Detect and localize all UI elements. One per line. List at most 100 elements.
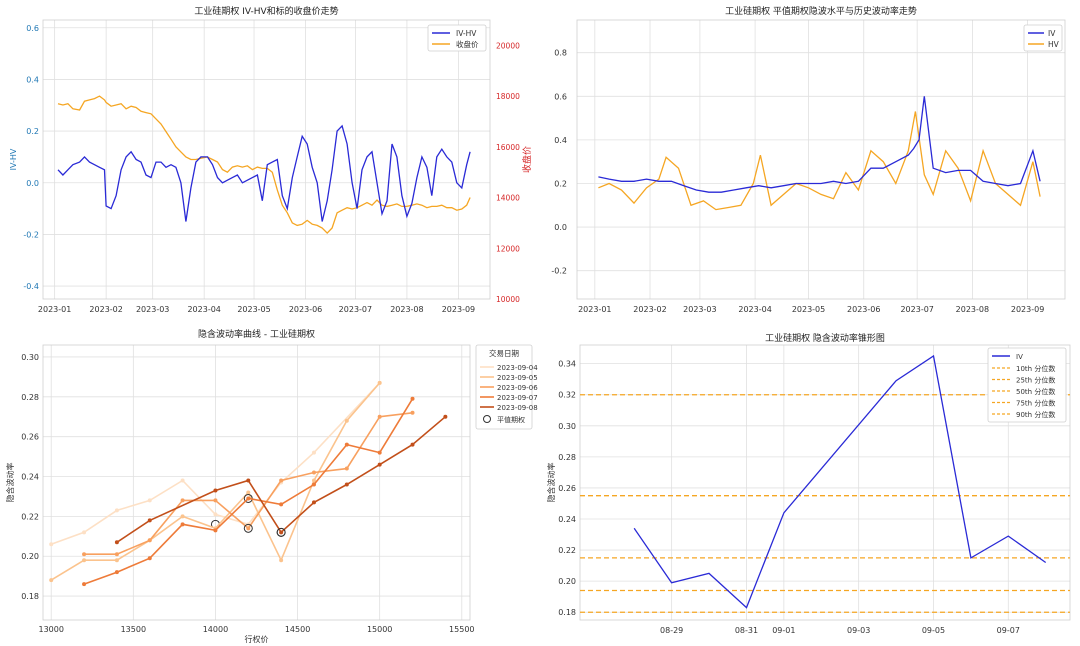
y-tick-label: 0.22 [558, 546, 576, 555]
data-point [377, 414, 382, 419]
legend-label-percentile: 90th 分位数 [1016, 410, 1055, 419]
x-tick-label: 08-31 [735, 626, 758, 635]
legend-label-iv-hv: IV-HV [456, 29, 477, 38]
x-tick-label: 09-05 [922, 626, 945, 635]
y-tick-label: 0.0 [26, 179, 39, 188]
y2-tick-label: 12000 [496, 244, 520, 253]
data-point [213, 528, 218, 533]
legend-atm-marker [483, 415, 491, 423]
y2-tick-label: 16000 [496, 143, 520, 152]
data-point [279, 530, 284, 535]
legend: 交易日期 2023-09-04 2023-09-05 2023-09-06 2023-0… [475, 344, 538, 430]
y-tick-label: 0.2 [554, 179, 567, 188]
y-tick-label: -0.4 [23, 282, 39, 291]
data-point [82, 530, 87, 535]
y2-axis-label: 收盘价 [521, 146, 533, 173]
y2-tick-label: 14000 [496, 194, 520, 203]
data-point [311, 482, 316, 487]
y-tick-label: 0.18 [21, 592, 39, 601]
x-tick-label: 2023-08 [956, 305, 989, 314]
data-point [114, 540, 119, 545]
data-point [82, 582, 87, 587]
data-point [410, 396, 415, 401]
data-point [410, 410, 415, 415]
chart-iv-smile: 13000 13500 14000 14500 15000 15500 0.18 0.20 0.… [5, 328, 538, 644]
data-point [246, 490, 251, 495]
data-point [147, 538, 152, 543]
x-tick-label: 14000 [203, 625, 228, 634]
data-point [344, 466, 349, 471]
x-tick-label: 15000 [367, 625, 392, 634]
x-tick-label: 2023-02 [633, 305, 666, 314]
data-point [279, 478, 284, 483]
plot-frame [42, 19, 491, 300]
y-tick-label: 0.26 [21, 433, 39, 442]
data-point [246, 496, 251, 501]
x-tick-label: 14500 [285, 625, 310, 634]
data-point [49, 578, 54, 583]
y-tick-label: 0.18 [558, 608, 576, 617]
y-axis-label: 隐含波动率 [546, 463, 556, 503]
x-tick-label: 2023-01 [38, 305, 71, 314]
data-point [344, 418, 349, 423]
y-tick-label: -0.2 [23, 230, 39, 239]
data-point [377, 462, 382, 467]
legend-label: 2023-09-08 [497, 404, 538, 412]
y-axis-label: IV-HV [9, 148, 18, 170]
data-point [311, 500, 316, 505]
x-tick-label: 2023-01 [578, 305, 611, 314]
data-point [114, 558, 119, 563]
data-point [279, 558, 284, 563]
data-point [410, 442, 415, 447]
y-tick-label: 0.6 [554, 92, 567, 101]
y-tick-label: -0.2 [551, 267, 567, 276]
y-axis-label: 隐含波动率 [5, 463, 15, 503]
legend-label-close: 收盘价 [456, 39, 479, 49]
atm-marker [243, 523, 253, 533]
data-point [114, 552, 119, 557]
x-tick-label: 13000 [38, 625, 63, 634]
legend-label-percentile: 50th 分位数 [1016, 387, 1055, 396]
series-2023-09-06 [82, 410, 415, 557]
y-tick-label: 0.20 [21, 552, 39, 561]
series-line-iv [598, 96, 1041, 193]
y-tick-label: 0.20 [558, 577, 576, 586]
data-point [279, 502, 284, 507]
x-tick-label: 2023-04 [738, 305, 771, 314]
y-tick-label: 0.26 [558, 484, 576, 493]
data-point [82, 558, 87, 563]
y-tick-label: 0.22 [21, 512, 39, 521]
y-tick-label: 0.0 [554, 223, 567, 232]
x-tick-label: 08-29 [660, 626, 683, 635]
data-point [246, 478, 251, 483]
data-point [246, 526, 251, 531]
x-tick-label: 2023-09 [1011, 305, 1044, 314]
data-point [443, 414, 448, 419]
y-tick-label: 0.8 [554, 49, 567, 58]
series-line-iv [633, 354, 1047, 609]
data-point [311, 450, 316, 455]
data-point [114, 508, 119, 513]
x-tick-label: 2023-06 [847, 305, 880, 314]
data-point [213, 488, 218, 493]
data-point [147, 518, 152, 523]
chart-title: 工业硅期权 平值期权隐波水平与历史波动率走势 [725, 5, 917, 17]
legend-label-hv: HV [1048, 40, 1060, 49]
data-point [377, 380, 382, 385]
chart-iv-cone: 08-29 08-31 09-01 09-03 09-05 09-07 0.18 0.20 0.… [546, 332, 1071, 635]
y-tick-label: 0.2 [26, 127, 39, 136]
series-2023-09-05 [49, 380, 382, 583]
y-tick-label: 0.24 [21, 473, 39, 482]
data-point [180, 498, 185, 503]
x-tick-label: 2023-05 [792, 305, 825, 314]
legend: IV HV [1023, 24, 1063, 52]
y-tick-label: 0.30 [558, 422, 576, 431]
y-tick-label: 0.30 [21, 353, 39, 362]
legend-label-percentile: 10th 分位数 [1016, 364, 1055, 373]
data-point [180, 478, 185, 483]
plot-frame [576, 19, 1066, 300]
x-axis-label: 行权价 [245, 634, 269, 644]
y-tick-label: 0.24 [558, 515, 576, 524]
x-tick-label: 2023-07 [900, 305, 933, 314]
